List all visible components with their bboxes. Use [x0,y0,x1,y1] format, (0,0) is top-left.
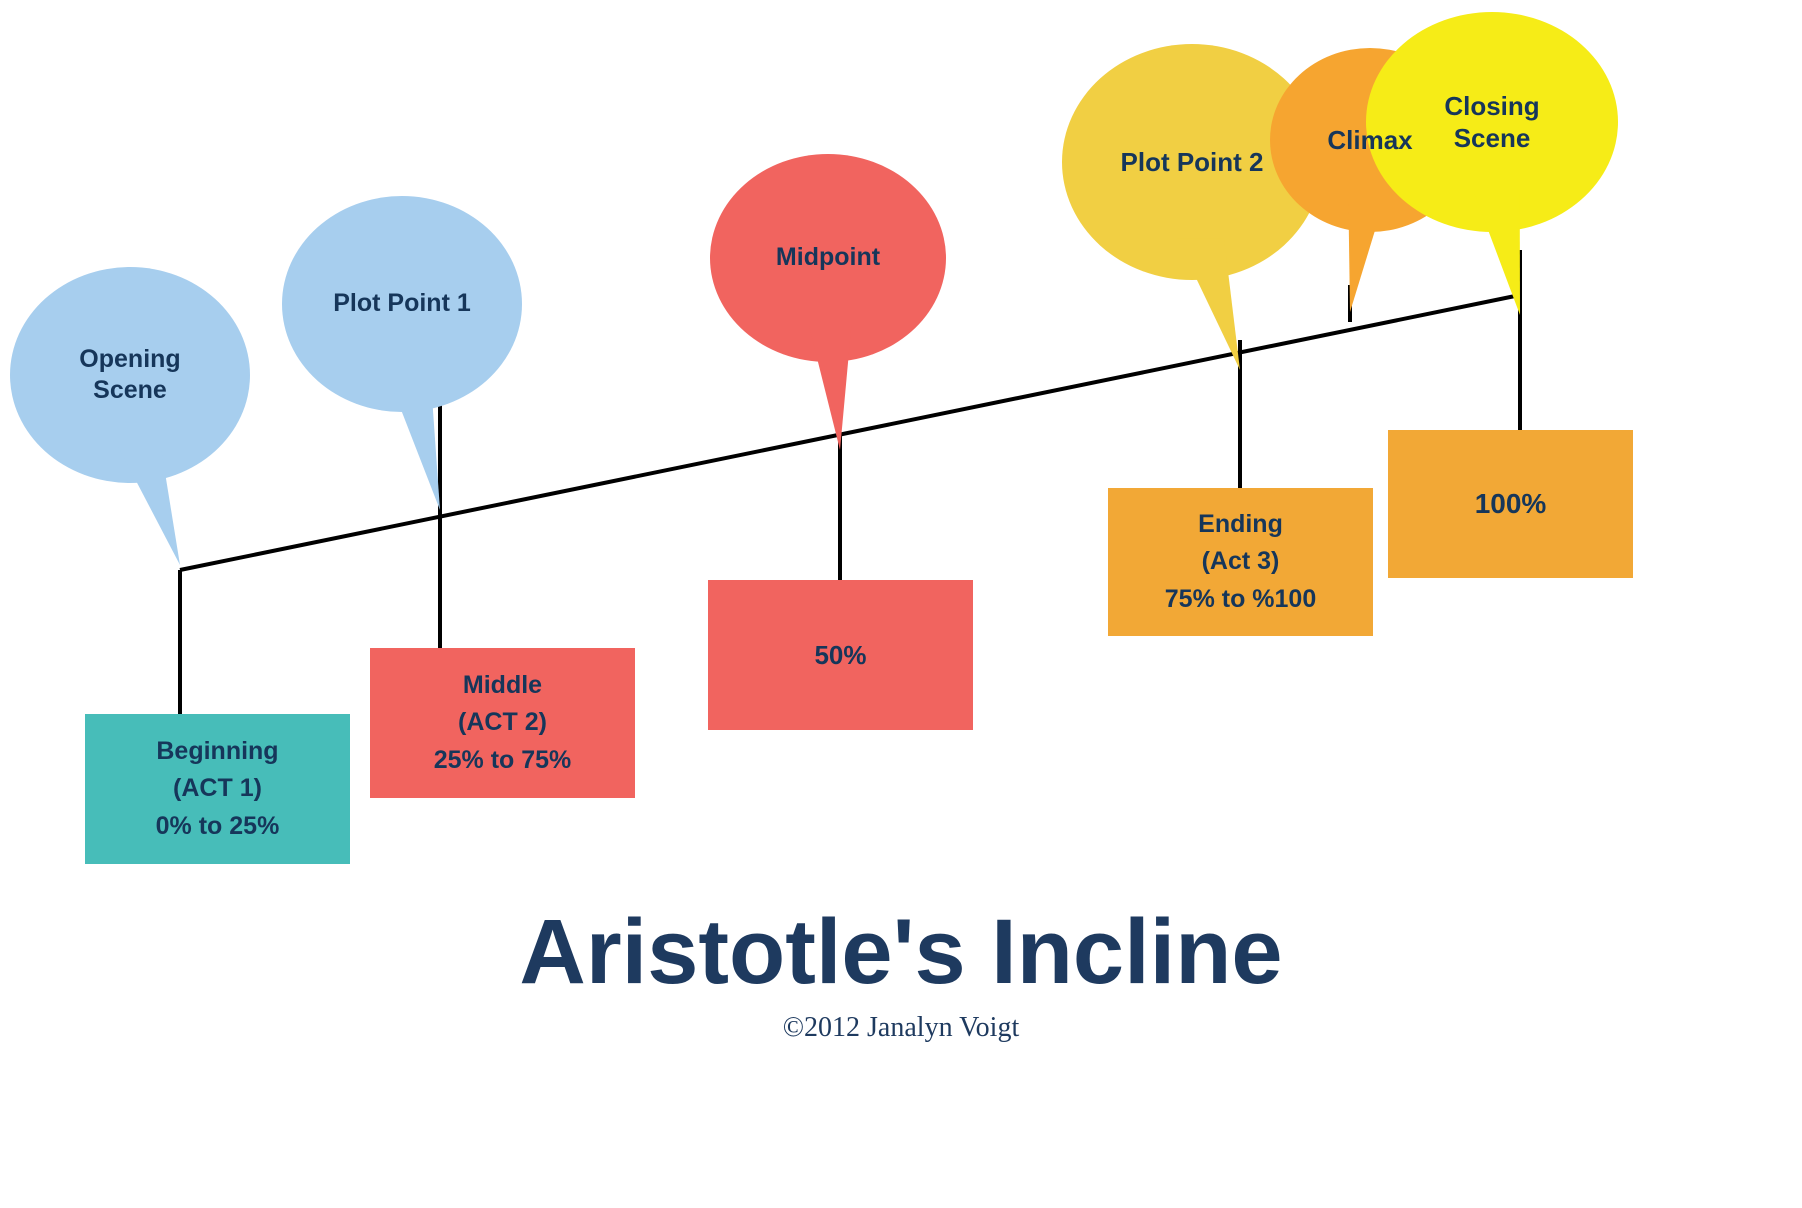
balloon-label: OpeningScene [69,344,190,407]
balloon-plot-point-1: Plot Point 1 [282,196,522,412]
balloon-label: Plot Point 1 [323,288,481,319]
copyright-text: ©2012 Janalyn Voigt [783,1012,1019,1043]
balloon-label: ClosingScene [1434,90,1549,155]
balloon-tail [1366,12,1618,315]
balloon-tail [10,267,250,565]
box-label: Ending(Act 3)75% to %100 [1165,506,1316,619]
diagram-canvas: OpeningScenePlot Point 1MidpointPlot Poi… [140,40,1660,940]
diagram-copyright: ©2012 Janalyn Voigt [0,1012,1802,1044]
box-label: Beginning(ACT 1)0% to 25% [156,733,280,846]
box-label: Middle(ACT 2)25% to 75% [434,667,572,780]
box-label: 100% [1475,483,1547,525]
balloon-label: Plot Point 2 [1111,146,1274,179]
box-ending: Ending(Act 3)75% to %100 [1108,488,1373,636]
box-label: 50% [814,636,866,675]
box-hundred: 100% [1388,430,1633,578]
balloon-label: Climax [1317,124,1422,157]
balloon-tail [710,154,946,450]
balloon-midpoint: Midpoint [710,154,946,362]
balloon-tail [282,196,522,510]
balloon-closing-scene: ClosingScene [1366,12,1618,232]
box-middle: Middle(ACT 2)25% to 75% [370,648,635,798]
title-text: Aristotle's Incline [519,901,1282,1003]
balloon-opening-scene: OpeningScene [10,267,250,483]
diagram-title: Aristotle's Incline [0,900,1802,1005]
box-fifty: 50% [708,580,973,730]
box-beginning: Beginning(ACT 1)0% to 25% [85,714,350,864]
balloon-label: Midpoint [766,242,890,273]
